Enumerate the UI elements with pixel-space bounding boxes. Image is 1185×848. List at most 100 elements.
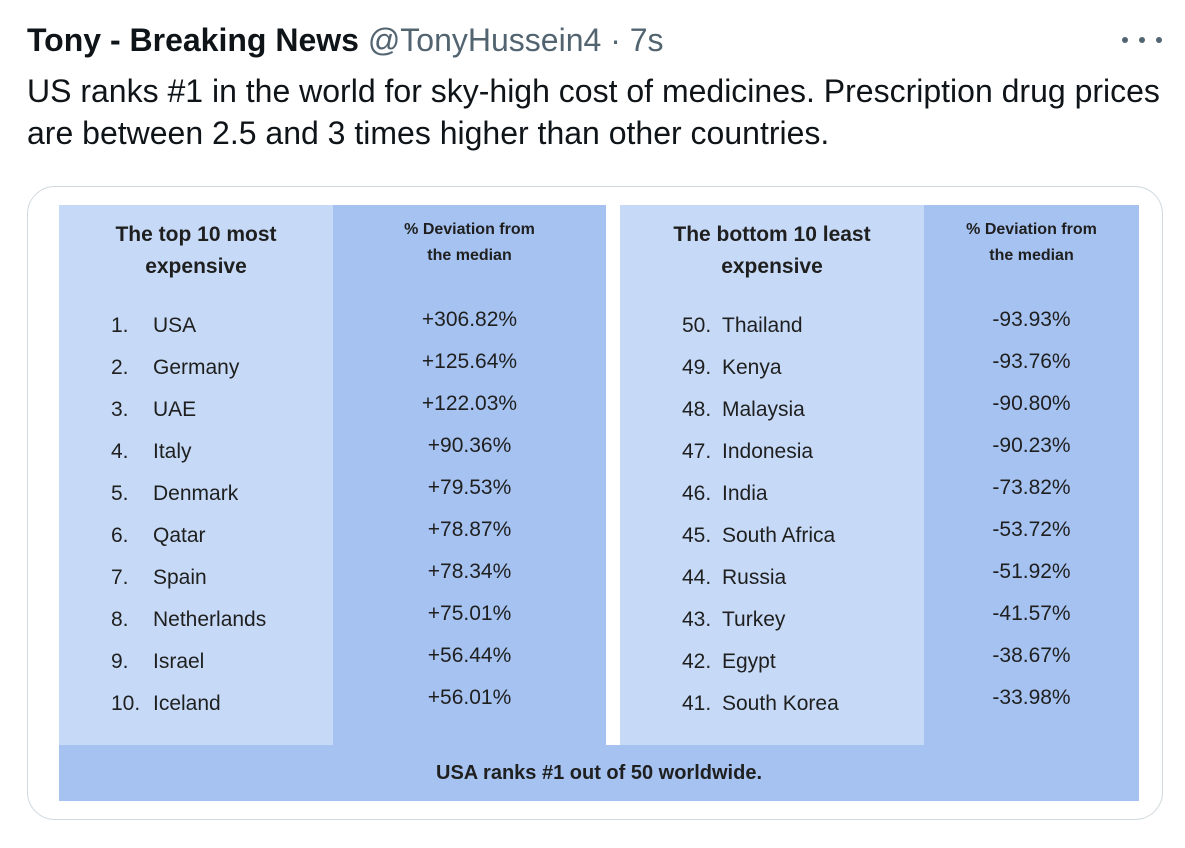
bottom-ten-row-value: -90.80% — [992, 392, 1071, 415]
bottom-ten-row-value: -93.93% — [992, 308, 1071, 331]
ranking-table-image: The top 10 most expensive 1. USA 2. Germany… — [59, 205, 1139, 803]
top-ten-row-value: +56.01% — [427, 686, 512, 709]
country-name: Germany — [153, 356, 240, 379]
country-name: Denmark — [153, 482, 239, 505]
top-ten-row-value: +306.82% — [421, 308, 518, 331]
country-name: Thailand — [722, 314, 803, 337]
country-name: South Africa — [722, 524, 836, 547]
bottom-ten-row-value: -33.98% — [992, 686, 1071, 709]
country-name: India — [722, 482, 768, 505]
bottom-ten-row-value: -93.76% — [992, 350, 1071, 373]
rank-number: 2. — [111, 356, 129, 379]
rank-number: 1. — [111, 314, 129, 337]
separator-dot: · — [610, 22, 621, 58]
rank-number: 50. — [682, 314, 712, 337]
bottom-ten-values-header: % Deviation from the median — [966, 221, 1097, 264]
country-name: Malaysia — [722, 398, 805, 421]
top-ten-row-value: +125.64% — [421, 350, 518, 373]
country-name: Netherlands — [153, 608, 267, 631]
top-ten-row-value: +122.03% — [421, 392, 518, 415]
country-name: Iceland — [153, 692, 221, 715]
author-name[interactable]: Tony - Breaking News — [27, 22, 359, 58]
bottom-ten-names-column: The bottom 10 least expensive 50. Thailan… — [620, 205, 924, 745]
bottom-ten-row-country: 42. Egypt — [682, 647, 776, 677]
rank-number: 44. — [682, 566, 712, 589]
bottom-ten-row-value: -73.82% — [992, 476, 1071, 499]
more-horizontal-icon[interactable] — [1122, 30, 1162, 50]
country-name: Qatar — [153, 524, 206, 547]
country-name: Spain — [153, 566, 207, 589]
top-ten-names-column: The top 10 most expensive 1. USA 2. Germany… — [59, 205, 333, 745]
top-ten-row-country: 10. Iceland — [111, 689, 221, 719]
rank-number: 49. — [682, 356, 712, 379]
top-ten-row-country: 3. UAE — [111, 395, 196, 425]
rank-number: 43. — [682, 608, 712, 631]
top-ten-row-value: +78.87% — [427, 518, 512, 541]
rank-number: 4. — [111, 440, 129, 463]
top-ten-values-column: % Deviation from the median +306.82% +125… — [333, 205, 606, 745]
country-name: Turkey — [722, 608, 786, 631]
top-ten-header: The top 10 most expensive — [115, 223, 277, 278]
bottom-ten-values-column: % Deviation from the median -93.93% -93.7… — [924, 205, 1139, 745]
tweet-header: Tony - Breaking News @TonyHussein4 · 7s — [27, 20, 664, 60]
bottom-ten-row-value: -90.23% — [992, 434, 1071, 457]
country-name: Indonesia — [722, 440, 814, 463]
country-name: USA — [153, 314, 197, 337]
tweet-media[interactable]: The top 10 most expensive 1. USA 2. Germany… — [27, 186, 1163, 820]
rank-number: 47. — [682, 440, 712, 463]
rank-number: 8. — [111, 608, 129, 631]
top-ten-row-value: +75.01% — [427, 602, 512, 625]
bottom-ten-row-country: 46. India — [682, 479, 768, 509]
top-ten-row-value: +90.36% — [427, 434, 512, 457]
top-ten-row-country: 4. Italy — [111, 437, 192, 467]
country-name: Egypt — [722, 650, 776, 673]
country-name: Italy — [153, 440, 192, 463]
bottom-ten-row-country: 44. Russia — [682, 563, 786, 593]
top-ten-row-country: 1. USA — [111, 311, 196, 341]
top-ten-row-country: 7. Spain — [111, 563, 207, 593]
bottom-ten-row-value: -53.72% — [992, 518, 1071, 541]
bottom-ten-row-value: -41.57% — [992, 602, 1071, 625]
rank-number: 48. — [682, 398, 712, 421]
bottom-ten-row-country: 48. Malaysia — [682, 395, 805, 425]
rank-number: 5. — [111, 482, 129, 505]
author-handle[interactable]: @TonyHussein4 — [367, 22, 602, 58]
bottom-ten-row-country: 49. Kenya — [682, 353, 782, 383]
rank-number: 42. — [682, 650, 712, 673]
rank-number: 9. — [111, 650, 129, 673]
tweet-text: US ranks #1 in the world for sky-high co… — [27, 73, 1160, 151]
top-ten-row-country: 6. Qatar — [111, 521, 206, 551]
top-ten-values-header: % Deviation from the median — [404, 221, 535, 264]
rank-number: 45. — [682, 524, 712, 547]
bottom-ten-panel: The bottom 10 least expensive 50. Thailan… — [620, 205, 1139, 745]
top-ten-row-country: 2. Germany — [111, 353, 239, 383]
top-ten-row-country: 9. Israel — [111, 647, 204, 677]
bottom-ten-row-value: -38.67% — [992, 644, 1071, 667]
rank-number: 3. — [111, 398, 129, 421]
rank-number: 41. — [682, 692, 712, 715]
table-footer: USA ranks #1 out of 50 worldwide. — [59, 745, 1139, 801]
bottom-ten-row-value: -51.92% — [992, 560, 1071, 583]
rank-number: 7. — [111, 566, 129, 589]
bottom-ten-header: The bottom 10 least expensive — [673, 223, 871, 278]
rank-number: 46. — [682, 482, 712, 505]
bottom-ten-row-country: 45. South Africa — [682, 521, 835, 551]
country-name: Kenya — [722, 356, 782, 379]
bottom-ten-row-country: 47. Indonesia — [682, 437, 813, 467]
country-name: UAE — [153, 398, 197, 421]
bottom-ten-row-country: 43. Turkey — [682, 605, 785, 635]
country-name: South Korea — [722, 692, 839, 715]
top-ten-row-value: +78.34% — [427, 560, 512, 583]
rank-number: 10. — [111, 692, 141, 715]
top-ten-row-country: 8. Netherlands — [111, 605, 266, 635]
country-name: Israel — [153, 650, 205, 673]
top-ten-panel: The top 10 most expensive 1. USA 2. Germany… — [59, 205, 606, 745]
bottom-ten-row-country: 50. Thailand — [682, 311, 803, 341]
top-ten-row-value: +79.53% — [427, 476, 512, 499]
tweet-timestamp[interactable]: 7s — [629, 22, 664, 58]
country-name: Russia — [722, 566, 787, 589]
top-ten-row-country: 5. Denmark — [111, 479, 238, 509]
top-ten-row-value: +56.44% — [427, 644, 512, 667]
rank-number: 6. — [111, 524, 129, 547]
bottom-ten-row-country: 41. South Korea — [682, 689, 839, 719]
